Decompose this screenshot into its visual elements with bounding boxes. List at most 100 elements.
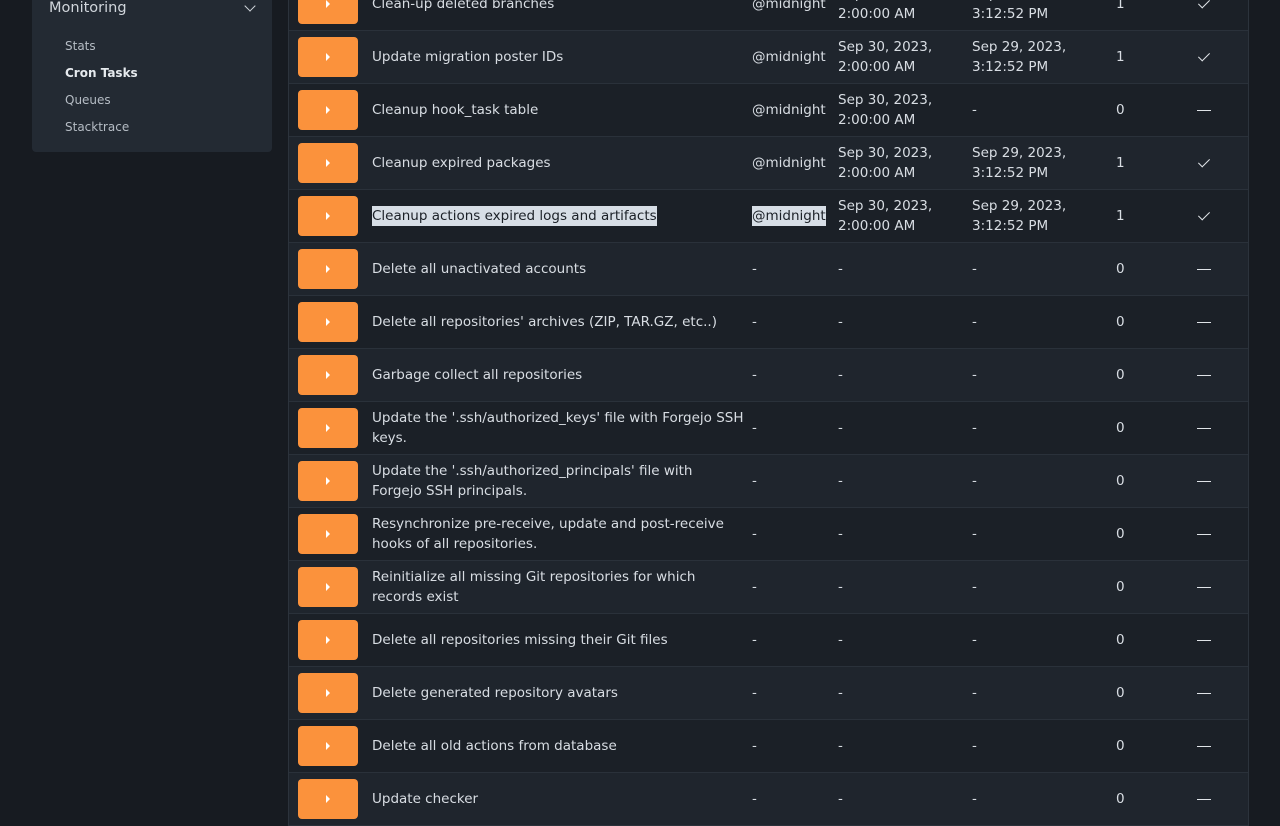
task-next-run: - — [838, 473, 843, 489]
task-exec-count: 1 — [1116, 0, 1125, 12]
task-schedule: @midnight — [752, 155, 826, 171]
task-schedule: - — [752, 261, 757, 277]
task-schedule: @midnight — [752, 206, 826, 226]
task-next-run: - — [838, 632, 843, 648]
task-next-run: - — [838, 579, 843, 595]
task-status — [1197, 243, 1211, 295]
table-row: Update migration poster IDs @midnight Se… — [289, 31, 1248, 84]
task-previous-run: - — [972, 367, 977, 383]
task-next-run: Sep 30, 2023, 2:00:00 AM — [838, 145, 933, 181]
sidebar-item-stats[interactable]: Stats — [65, 39, 96, 53]
run-task-button[interactable] — [298, 302, 358, 342]
dash-icon — [1197, 480, 1211, 482]
run-task-button[interactable] — [298, 514, 358, 554]
task-schedule: - — [752, 473, 757, 489]
task-previous-run: - — [972, 473, 977, 489]
task-status — [1197, 667, 1211, 719]
task-schedule: - — [752, 791, 757, 807]
task-schedule: - — [752, 314, 757, 330]
run-task-button[interactable] — [298, 143, 358, 183]
task-name: Clean-up deleted branches — [372, 0, 555, 12]
task-status — [1197, 0, 1211, 30]
run-task-button[interactable] — [298, 196, 358, 236]
task-schedule: - — [752, 367, 757, 383]
task-previous-run: - — [972, 685, 977, 701]
table-row: Cleanup actions expired logs and artifac… — [289, 190, 1248, 243]
dash-icon — [1197, 639, 1211, 641]
table-row: Reinitialize all missing Git repositorie… — [289, 561, 1248, 614]
task-status — [1197, 614, 1211, 666]
table-row: Cleanup hook_task table @midnight Sep 30… — [289, 84, 1248, 137]
task-exec-count: 0 — [1116, 261, 1125, 277]
run-task-button[interactable] — [298, 408, 358, 448]
dash-icon — [1197, 798, 1211, 800]
task-exec-count: 1 — [1116, 155, 1125, 171]
sidebar-item-queues[interactable]: Queues — [65, 93, 111, 107]
run-task-button[interactable] — [298, 37, 358, 77]
task-next-run: Sep 30, 2023, 2:00:00 AM — [838, 92, 933, 128]
task-status — [1197, 773, 1211, 825]
table-row: Update the '.ssh/authorized_keys' file w… — [289, 402, 1248, 455]
task-previous-run: Sep 29, 2023, 3:12:52 PM — [972, 145, 1067, 181]
task-exec-count: 0 — [1116, 791, 1125, 807]
task-exec-count: 0 — [1116, 473, 1125, 489]
sidebar-item-stacktrace[interactable]: Stacktrace — [65, 120, 130, 134]
table-row: Delete all repositories missing their Gi… — [289, 614, 1248, 667]
task-next-run: - — [838, 526, 843, 542]
run-task-button[interactable] — [298, 0, 358, 24]
task-name: Cleanup hook_task table — [372, 102, 539, 118]
task-name: Delete all repositories missing their Gi… — [372, 632, 668, 648]
run-task-button[interactable] — [298, 567, 358, 607]
task-previous-run: - — [972, 526, 977, 542]
task-previous-run: Sep 29, 2023, 3:12:52 PM — [972, 39, 1067, 75]
run-task-button[interactable] — [298, 673, 358, 713]
dash-icon — [1197, 109, 1211, 111]
table-row: Delete all repositories' archives (ZIP, … — [289, 296, 1248, 349]
task-name: Delete generated repository avatars — [372, 685, 618, 701]
task-name: Delete all repositories' archives (ZIP, … — [372, 314, 717, 330]
task-previous-run: - — [972, 579, 977, 595]
task-name: Cleanup actions expired logs and artifac… — [372, 206, 657, 226]
run-task-button[interactable] — [298, 461, 358, 501]
run-task-button[interactable] — [298, 355, 358, 395]
check-icon — [1197, 207, 1211, 221]
task-exec-count: 0 — [1116, 314, 1125, 330]
task-exec-count: 0 — [1116, 738, 1125, 754]
task-name: Cleanup expired packages — [372, 155, 551, 171]
run-task-button[interactable] — [298, 620, 358, 660]
task-next-run: - — [838, 420, 843, 436]
task-status — [1197, 402, 1211, 454]
task-status — [1197, 561, 1211, 613]
task-exec-count: 1 — [1116, 208, 1125, 224]
run-task-button[interactable] — [298, 726, 358, 766]
run-task-button[interactable] — [298, 779, 358, 819]
task-schedule: @midnight — [752, 102, 826, 118]
task-exec-count: 0 — [1116, 420, 1125, 436]
task-previous-run: - — [972, 261, 977, 277]
task-name: Update the '.ssh/authorized_principals' … — [372, 463, 693, 499]
dash-icon — [1197, 321, 1211, 323]
task-previous-run: - — [972, 791, 977, 807]
table-row: Clean-up deleted branches @midnight Sep … — [289, 0, 1248, 31]
table-row: Update the '.ssh/authorized_principals' … — [289, 455, 1248, 508]
check-icon — [1197, 0, 1211, 9]
task-next-run: - — [838, 791, 843, 807]
task-schedule: @midnight — [752, 49, 826, 65]
sidebar-section-monitoring[interactable]: Monitoring — [49, 0, 127, 16]
dash-icon — [1197, 745, 1211, 747]
task-previous-run: - — [972, 102, 977, 118]
run-task-button[interactable] — [298, 90, 358, 130]
chevron-down-icon[interactable] — [244, 0, 256, 12]
dash-icon — [1197, 692, 1211, 694]
task-exec-count: 0 — [1116, 102, 1125, 118]
task-status — [1197, 84, 1211, 136]
task-status — [1197, 296, 1211, 348]
task-previous-run: - — [972, 420, 977, 436]
task-status — [1197, 137, 1211, 189]
run-task-button[interactable] — [298, 249, 358, 289]
table-row: Delete generated repository avatars - - … — [289, 667, 1248, 720]
task-previous-run: - — [972, 738, 977, 754]
task-name: Delete all old actions from database — [372, 738, 617, 754]
sidebar-item-cron-tasks[interactable]: Cron Tasks — [65, 66, 138, 80]
task-schedule: @midnight — [752, 0, 826, 12]
